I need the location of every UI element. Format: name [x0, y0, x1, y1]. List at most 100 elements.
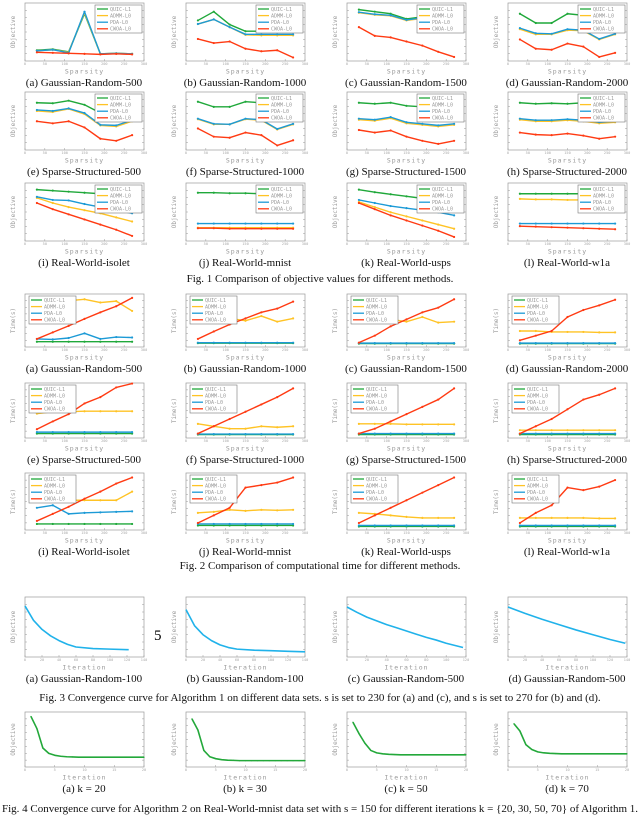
x-tick-label: 200	[262, 531, 269, 535]
legend-label: QUIC-L1	[527, 477, 548, 483]
data-point	[260, 425, 263, 428]
data-point	[373, 422, 376, 425]
data-point	[357, 128, 360, 132]
data-point	[197, 729, 199, 731]
x-tick-label: 140	[141, 658, 148, 662]
data-point	[465, 754, 467, 756]
y-axis-label: Objective	[10, 610, 17, 643]
x-tick-label: 20	[625, 768, 629, 772]
data-point	[405, 104, 408, 107]
data-point	[60, 755, 62, 757]
y-axis-label: Objective	[171, 104, 178, 137]
data-point	[212, 227, 215, 230]
legend-label: CWOA-L0	[432, 207, 453, 213]
x-tick-label: 0	[24, 151, 26, 155]
data-point	[421, 44, 424, 47]
x-tick-label: 20	[40, 658, 44, 662]
data-point	[614, 478, 617, 482]
x-tick-label: 150	[403, 242, 410, 246]
subfigure-caption: (d) Gaussian-Random-500	[508, 673, 626, 685]
data-point	[99, 511, 102, 514]
y-axis-label: Time(s)	[171, 489, 178, 514]
data-point	[582, 330, 585, 334]
subfigure-caption: (c) k = 50	[384, 783, 428, 795]
chart-panel: 0 50 100 150 200 250 300 Sparsity Time(s) QUIC-L1…	[171, 382, 308, 453]
data-point	[196, 524, 199, 527]
subfigure-caption: (a) Gaussian-Random-500	[25, 77, 143, 89]
data-point	[262, 760, 264, 762]
data-point	[99, 340, 102, 343]
series-line-objective	[24, 605, 129, 651]
data-point	[389, 12, 392, 15]
x-axis-label: Sparsity	[387, 537, 426, 545]
data-point	[582, 516, 585, 520]
x-tick-label: 200	[101, 439, 108, 443]
legend-label: ADMM-L0	[110, 193, 131, 199]
data-point	[598, 222, 601, 225]
data-point	[196, 191, 199, 194]
data-point	[357, 432, 360, 435]
x-tick-label: 200	[423, 62, 430, 66]
x-axis-label: Iteration	[62, 664, 106, 672]
data-point	[389, 342, 392, 345]
x-tick-label: 100	[383, 531, 390, 535]
x-tick-label: 300	[302, 242, 309, 246]
data-point	[35, 51, 39, 54]
data-point	[228, 227, 231, 230]
x-tick-label: 20	[201, 658, 205, 662]
series-line-objective	[352, 721, 466, 756]
data-point	[238, 760, 241, 762]
data-point	[227, 759, 229, 761]
data-point	[550, 21, 553, 25]
data-point	[212, 330, 215, 333]
subfigure-caption: (k) Real-World-usps	[361, 257, 451, 269]
x-tick-label: 0	[185, 242, 187, 246]
data-point	[115, 300, 118, 303]
x-tick-label: 0	[346, 348, 348, 352]
x-tick-label: 50	[43, 439, 47, 443]
data-point	[582, 432, 585, 435]
data-point	[598, 485, 601, 488]
data-point	[584, 753, 586, 755]
data-point	[549, 752, 551, 754]
data-point	[620, 753, 622, 755]
data-point	[212, 135, 215, 138]
subfigure-caption: (h) Sparse-Structured-2000	[506, 454, 628, 466]
data-point	[389, 432, 392, 435]
data-point	[131, 234, 134, 238]
y-axis-label: Objective	[332, 610, 339, 643]
legend-label: CWOA-L0	[432, 27, 453, 33]
data-point	[614, 135, 617, 138]
subfigure-caption: (h) Sparse-Structured-2000	[506, 166, 628, 178]
data-point	[292, 139, 295, 142]
data-point	[389, 514, 392, 517]
x-tick-label: 20	[365, 658, 369, 662]
legend-label: PDA-L0	[527, 311, 545, 317]
legend-label: PDA-L0	[271, 109, 289, 115]
y-axis-label: Time(s)	[493, 398, 500, 423]
data-point	[453, 320, 456, 323]
data-point	[550, 198, 553, 201]
x-tick-label: 200	[262, 62, 269, 66]
data-point	[51, 512, 54, 515]
x-tick-label: 0	[507, 768, 509, 772]
data-point	[260, 50, 263, 53]
data-point	[51, 48, 54, 51]
data-point	[590, 753, 592, 755]
legend-label: CWOA-L0	[366, 497, 387, 503]
x-tick-label: 100	[107, 658, 114, 662]
data-point	[244, 47, 247, 50]
x-tick-label: 50	[43, 62, 47, 66]
x-axis-label: Sparsity	[65, 68, 104, 76]
stray-page-number: 5	[154, 628, 162, 644]
data-point	[566, 524, 569, 527]
subfigure-caption: (g) Sparse-Structured-1500	[345, 166, 467, 178]
data-point	[459, 754, 461, 756]
data-point	[125, 756, 127, 758]
x-tick-label: 300	[141, 531, 148, 535]
chart-panel: 0 50 100 150 200 250 300 Sparsity Objective QUIC-…	[332, 182, 469, 256]
